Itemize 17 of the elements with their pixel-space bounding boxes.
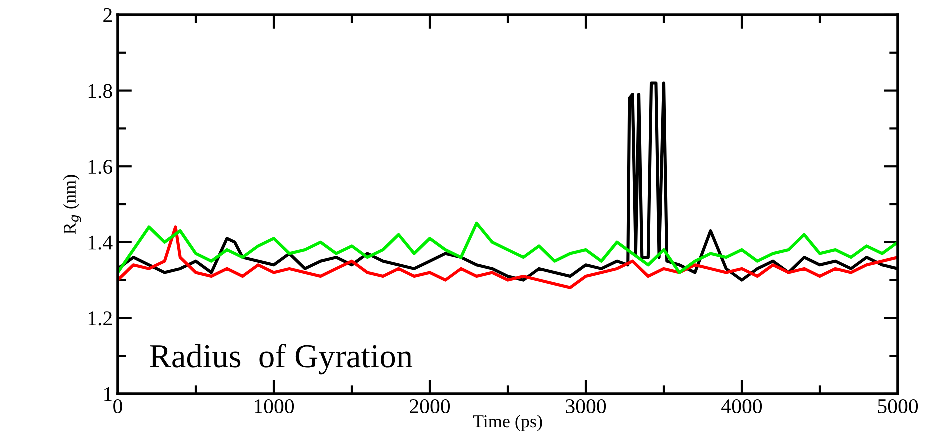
- y-tick-label: 1.4: [88, 236, 113, 250]
- x-tick-label: 0: [114, 399, 122, 414]
- x-tick-label: 5000: [878, 399, 918, 414]
- x-tick-label: 4000: [722, 399, 762, 414]
- y-tick-label: 1.2: [88, 312, 112, 326]
- line-series: [118, 222, 898, 274]
- line-series: [118, 226, 898, 290]
- y-tick-label: 1: [104, 387, 112, 402]
- y-axis-title: R$_{g}$ (nm): [63, 175, 82, 234]
- y-tick-label: 2: [104, 8, 112, 22]
- x-tick-label: 3000: [566, 399, 606, 414]
- x-tick-label: 2000: [410, 399, 450, 414]
- y-tick-label: 1.8: [88, 84, 112, 98]
- annotation: Radius of Gyration: [150, 344, 413, 375]
- x-axis-title: Time (ps): [473, 414, 542, 432]
- y-tick-label: 1.6: [88, 160, 113, 174]
- x-tick-label: 1000: [255, 399, 294, 414]
